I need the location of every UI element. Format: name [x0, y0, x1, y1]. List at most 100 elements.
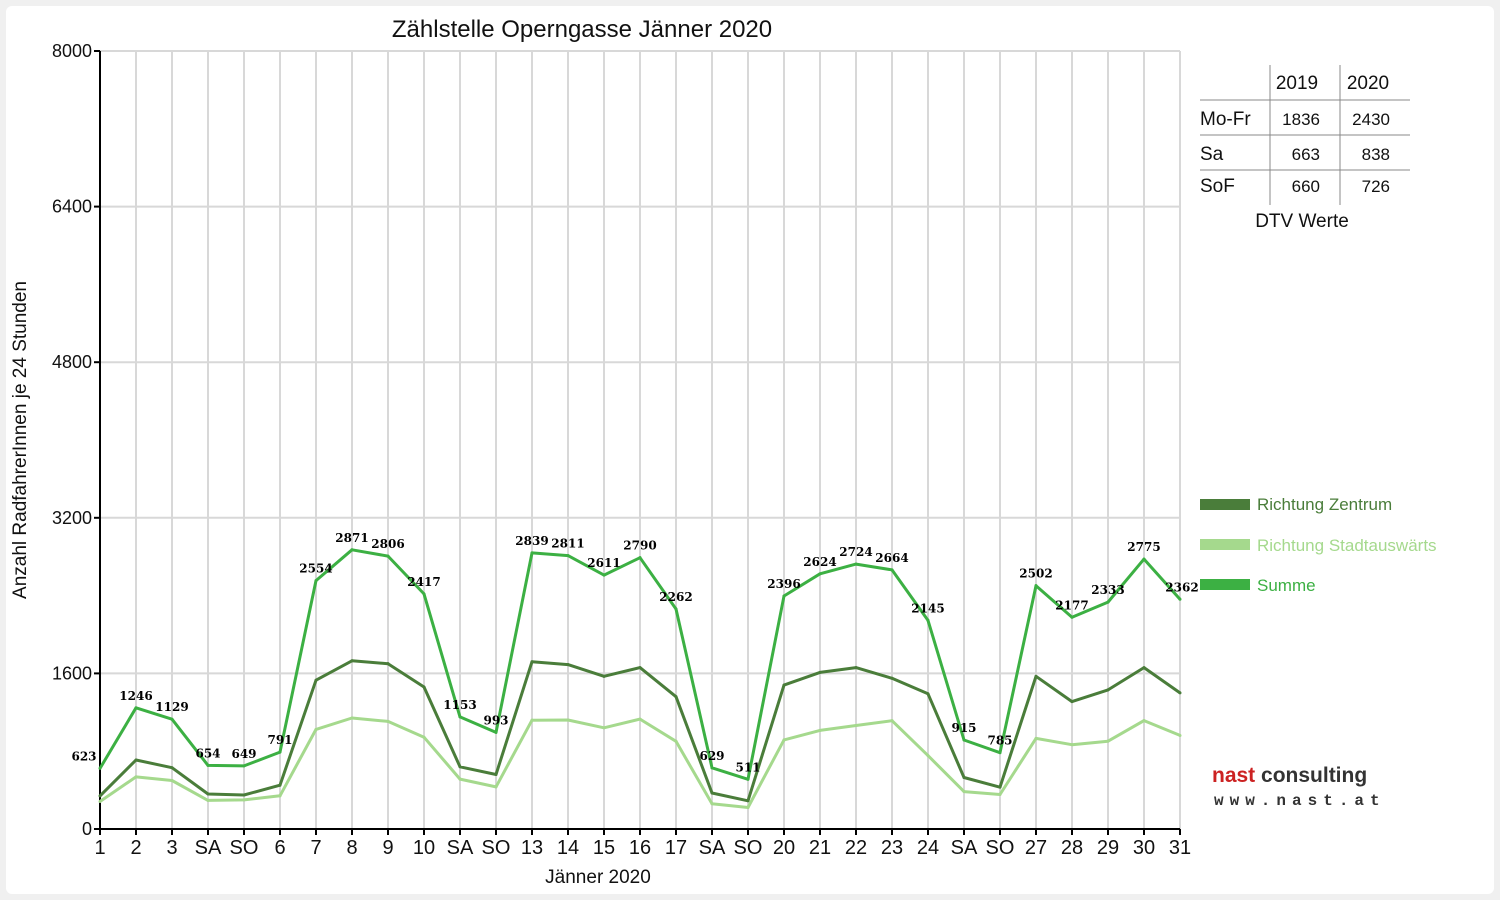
data-point	[926, 754, 930, 758]
data-point	[530, 551, 534, 555]
data-label: 791	[267, 733, 292, 747]
x-tick-label: 14	[557, 837, 579, 859]
data-point	[1070, 743, 1074, 747]
x-tick-label: SA	[699, 837, 726, 859]
data-point	[746, 806, 750, 810]
x-tick-label: SO	[734, 837, 763, 859]
y-tick-label: 6400	[52, 197, 92, 217]
data-point	[1178, 691, 1182, 695]
table-cell: 726	[1362, 177, 1390, 196]
x-tick-label: 10	[413, 837, 435, 859]
data-label: 2839	[515, 534, 548, 548]
data-point	[458, 765, 462, 769]
x-tick-label: 7	[310, 837, 321, 859]
data-point	[170, 766, 174, 770]
data-point	[494, 785, 498, 789]
data-point	[1106, 688, 1110, 692]
data-point	[278, 750, 282, 754]
data-point	[782, 738, 786, 742]
data-point	[854, 562, 858, 566]
data-point	[962, 775, 966, 779]
data-label: 623	[71, 749, 96, 763]
x-tick-label: 17	[665, 837, 687, 859]
data-point	[962, 790, 966, 794]
data-point	[926, 692, 930, 696]
data-point	[1142, 557, 1146, 561]
data-point	[710, 791, 714, 795]
data-point	[746, 777, 750, 781]
data-point	[782, 594, 786, 598]
data-label: 629	[699, 749, 724, 763]
data-point	[350, 716, 354, 720]
data-label: 2417	[407, 575, 440, 589]
data-point	[926, 618, 930, 622]
data-point	[98, 799, 102, 803]
data-point	[242, 798, 246, 802]
table-cell: 663	[1292, 145, 1320, 164]
table-cell: 2430	[1352, 110, 1390, 129]
data-label: 2396	[767, 577, 800, 591]
data-point	[674, 607, 678, 611]
x-tick-label: 27	[1025, 837, 1047, 859]
data-point	[890, 676, 894, 680]
data-point	[962, 738, 966, 742]
x-tick-label: 13	[521, 837, 543, 859]
data-label: 2177	[1055, 598, 1088, 612]
data-point	[674, 695, 678, 699]
logo-name: nast consulting	[1212, 764, 1367, 788]
data-point	[278, 783, 282, 787]
x-tick-label: 21	[809, 837, 831, 859]
data-point	[602, 726, 606, 730]
data-point	[422, 735, 426, 739]
data-point	[134, 775, 138, 779]
legend-swatch-zentrum	[1200, 499, 1250, 510]
data-point	[242, 793, 246, 797]
data-label: 785	[987, 734, 1012, 748]
data-label: 2624	[803, 555, 836, 569]
data-point	[494, 773, 498, 777]
x-tick-label: 30	[1133, 837, 1155, 859]
data-point	[1106, 739, 1110, 743]
data-point	[1034, 584, 1038, 588]
data-point	[602, 573, 606, 577]
data-label: 2554	[299, 562, 332, 576]
data-label: 2790	[623, 539, 656, 553]
data-point	[134, 758, 138, 762]
data-point	[206, 798, 210, 802]
x-tick-label: 1	[94, 837, 105, 859]
chart-frame	[6, 6, 1494, 894]
data-point	[566, 718, 570, 722]
data-point	[566, 554, 570, 558]
data-label: 511	[735, 760, 760, 774]
x-tick-label: SO	[482, 837, 511, 859]
data-label: 2811	[551, 537, 584, 551]
legend: Richtung Zentrum Richtung Stadtauswärts …	[1200, 495, 1437, 595]
x-tick-label: 22	[845, 837, 867, 859]
data-point	[314, 579, 318, 583]
data-point	[350, 548, 354, 552]
data-point	[674, 739, 678, 743]
data-point	[890, 719, 894, 723]
data-point	[854, 724, 858, 728]
legend-label-zentrum: Richtung Zentrum	[1257, 495, 1392, 514]
data-point	[998, 785, 1002, 789]
data-point	[350, 659, 354, 663]
table-row-label: Mo-Fr	[1200, 109, 1251, 130]
data-point	[386, 662, 390, 666]
data-label: 2611	[587, 556, 620, 570]
x-tick-label: 6	[274, 837, 285, 859]
data-point	[1034, 736, 1038, 740]
data-point	[458, 777, 462, 781]
x-tick-label: 16	[629, 837, 651, 859]
series-lines	[98, 548, 1182, 810]
data-point	[818, 728, 822, 732]
data-point	[1034, 674, 1038, 678]
data-point	[314, 727, 318, 731]
table-cell: 660	[1292, 177, 1320, 196]
data-point	[1070, 700, 1074, 704]
data-point	[818, 670, 822, 674]
data-point	[602, 674, 606, 678]
data-point	[1142, 666, 1146, 670]
legend-label-stadtauswaerts: Richtung Stadtauswärts	[1257, 536, 1437, 555]
